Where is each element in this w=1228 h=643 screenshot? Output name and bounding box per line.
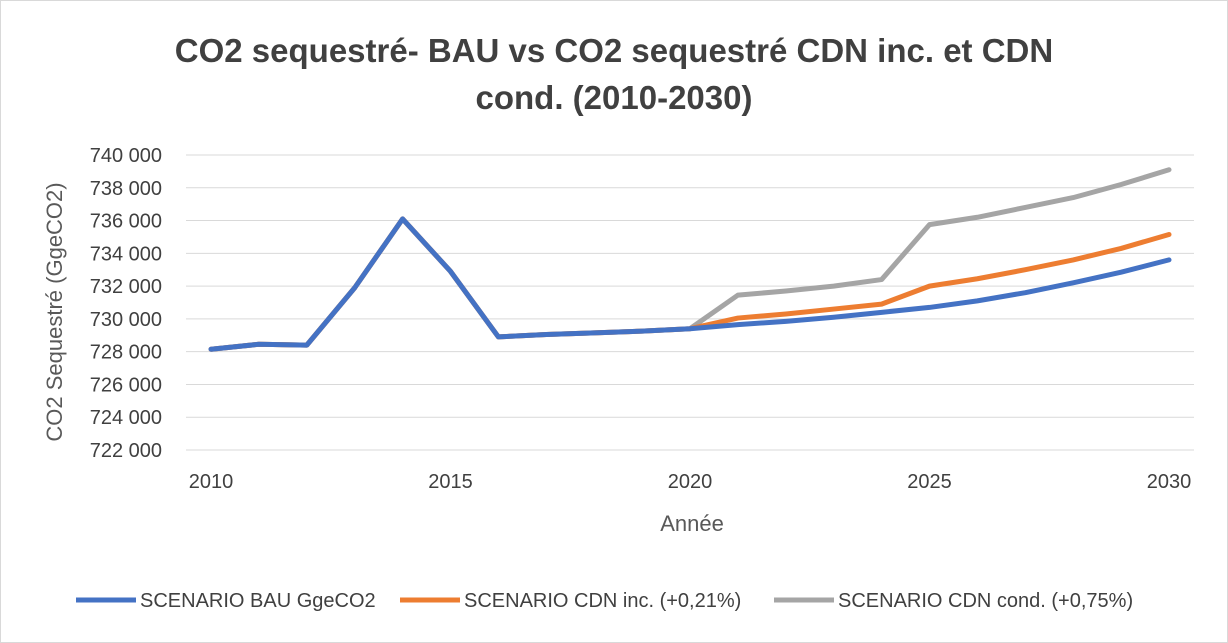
y-tick-label: 740 000 <box>90 145 162 167</box>
y-tick-label: 732 000 <box>90 276 162 298</box>
y-tick-label: 724 000 <box>90 407 162 429</box>
y-tick-label: 736 000 <box>90 211 162 233</box>
legend: SCENARIO BAU GgeCO2 SCENARIO CDN inc. (+… <box>76 590 1133 612</box>
x-axis-label: Année <box>660 511 724 536</box>
gridlines <box>186 154 1194 451</box>
y-tick-label: 734 000 <box>90 243 162 265</box>
chart-title-line-1: CO2 sequestré- BAU vs CO2 sequestré CDN … <box>175 32 1053 69</box>
x-tick-label: 2025 <box>907 471 952 493</box>
legend-label-bau: SCENARIO BAU GgeCO2 <box>140 590 376 612</box>
chart-title-line-2: cond. (2010-2030) <box>476 79 753 116</box>
y-tick-label: 738 000 <box>90 178 162 200</box>
y-tick-label: 730 000 <box>90 309 162 331</box>
y-tick-label: 728 000 <box>90 342 162 364</box>
series-line-cdn-cond <box>208 167 1172 352</box>
x-tick-label: 2020 <box>668 471 713 493</box>
x-tick-label: 2015 <box>428 471 473 493</box>
y-tick-labels: 722 000 724 000 726 000 728 000 730 000 732 0… <box>90 145 162 462</box>
y-tick-label: 726 000 <box>90 374 162 396</box>
legend-label-cdn-cond: SCENARIO CDN cond. (+0,75%) <box>838 590 1133 612</box>
series-lines <box>208 167 1172 352</box>
x-tick-label: 2030 <box>1147 471 1192 493</box>
y-axis-label: CO2 Sequestré (GgeCO2) <box>42 182 67 441</box>
x-tick-label: 2010 <box>189 471 234 493</box>
x-tick-labels: 2010 2015 2020 2025 2030 <box>189 471 1192 493</box>
legend-label-cdn-inc: SCENARIO CDN inc. (+0,21%) <box>464 590 741 612</box>
series-line-bau <box>208 216 1172 352</box>
y-tick-label: 722 000 <box>90 440 162 462</box>
